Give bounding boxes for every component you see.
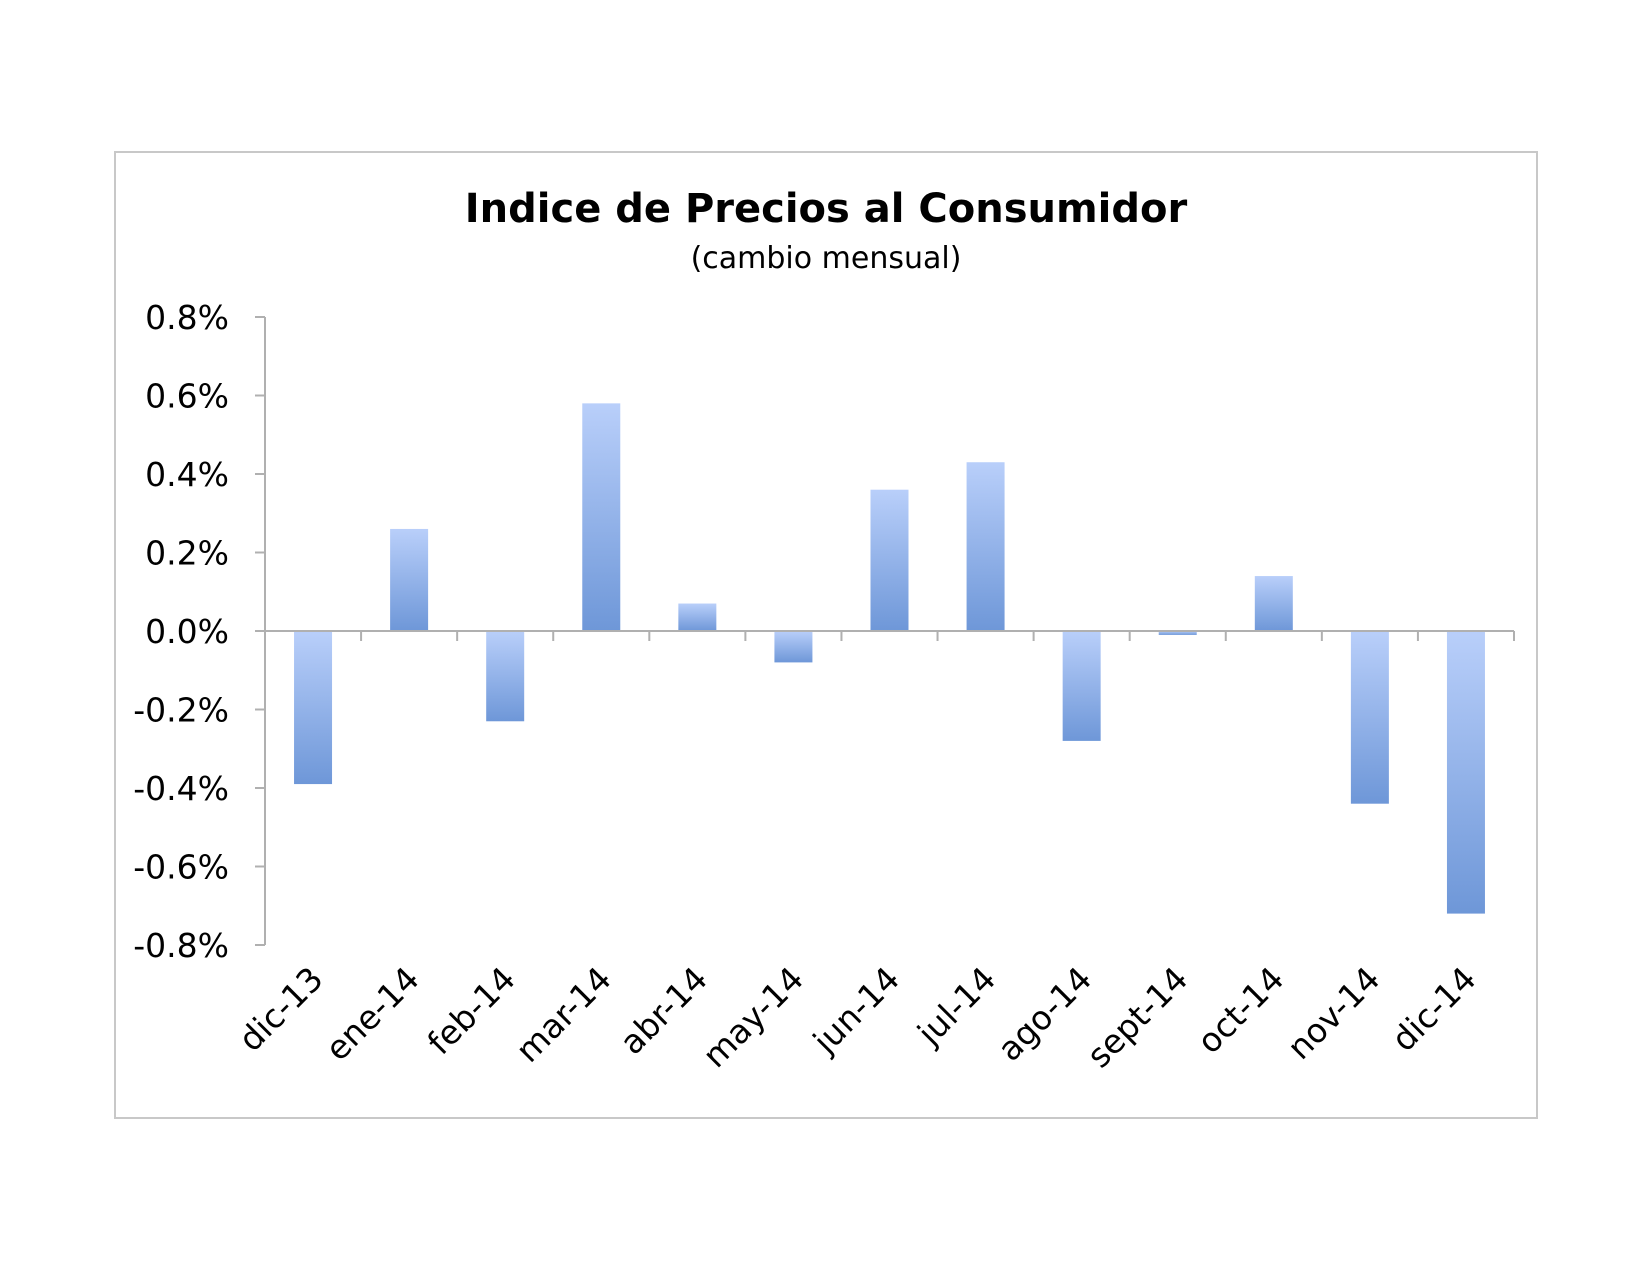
x-tick-label: dic-13 xyxy=(231,959,331,1059)
x-tick-label: may-14 xyxy=(695,959,811,1075)
bar-jul-14 xyxy=(966,462,1005,631)
chart-subtitle: (cambio mensual) xyxy=(691,241,962,276)
x-tick-label: ene-14 xyxy=(318,959,427,1068)
x-tick-label: oct-14 xyxy=(1190,959,1292,1061)
x-axis-labels: dic-13ene-14feb-14mar-14abr-14may-14jun-… xyxy=(231,959,1484,1075)
bar-feb-14 xyxy=(486,631,525,722)
x-tick-label: sept-14 xyxy=(1079,959,1195,1075)
bar-nov-14 xyxy=(1350,631,1389,804)
y-tick-label: -0.6% xyxy=(133,848,229,887)
bar-abr-14 xyxy=(678,603,717,631)
x-tick-label: jun-14 xyxy=(805,959,907,1061)
x-tick-label: feb-14 xyxy=(420,959,523,1062)
bar-mar-14 xyxy=(582,403,621,631)
bar-ene-14 xyxy=(390,528,429,631)
bar-oct-14 xyxy=(1254,576,1293,631)
y-axis: 0.8% 0.6% 0.4% 0.2% 0.0% -0.2% -0.4% -0.6% -0.8% xyxy=(133,298,266,965)
y-tick-label: -0.4% xyxy=(133,769,229,808)
y-tick-label: -0.2% xyxy=(133,691,229,730)
bar-may-14 xyxy=(774,631,813,663)
y-tick-label: 0.2% xyxy=(145,534,229,573)
bar-dic-14 xyxy=(1446,631,1485,914)
bar-sept-14 xyxy=(1158,631,1197,635)
chart-title: Indice de Precios al Consumidor xyxy=(465,186,1188,232)
bar-jun-14 xyxy=(870,489,909,631)
chart-frame: Indice de Precios al Consumidor (cambio … xyxy=(114,151,1538,1119)
x-tick-label: nov-14 xyxy=(1280,959,1388,1067)
x-axis xyxy=(265,630,1515,641)
chart-canvas: Indice de Precios al Consumidor (cambio … xyxy=(133,186,1515,1075)
x-tick-label: jul-14 xyxy=(909,959,1003,1053)
bar-dic-13 xyxy=(294,631,333,785)
x-tick-label: mar-14 xyxy=(508,959,619,1070)
y-tick-label: 0.6% xyxy=(145,377,229,416)
y-tick-label: 0.4% xyxy=(145,455,229,494)
y-tick-label: 0.8% xyxy=(145,298,229,337)
bar-ago-14 xyxy=(1062,631,1101,741)
y-tick-label: -0.8% xyxy=(133,926,229,965)
x-tick-label: dic-14 xyxy=(1384,959,1484,1059)
bars xyxy=(294,403,1485,914)
y-tick-label: 0.0% xyxy=(145,612,229,651)
